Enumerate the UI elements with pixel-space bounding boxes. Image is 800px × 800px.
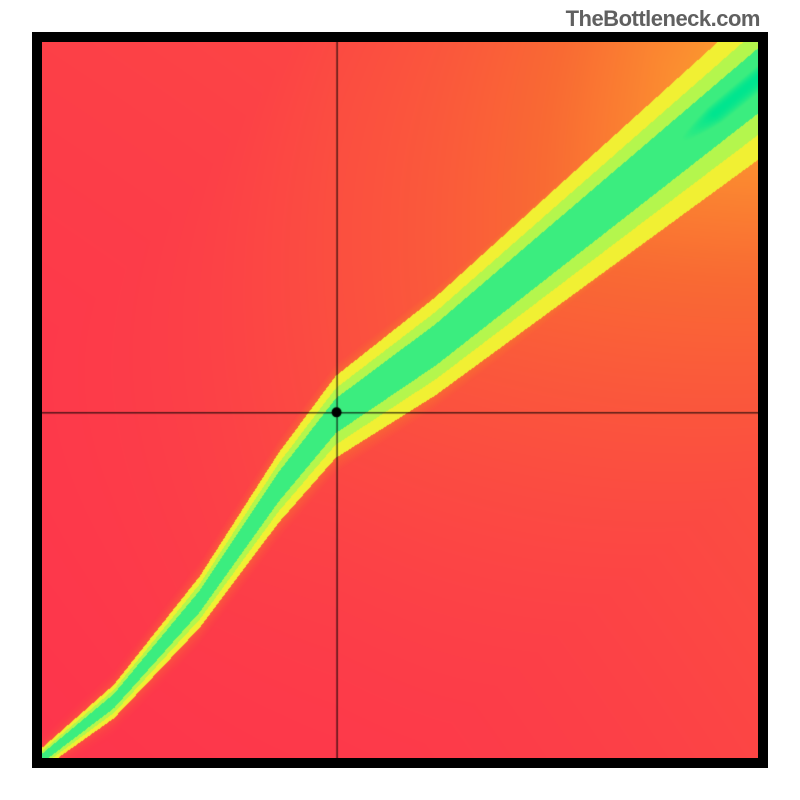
chart-canvas-wrap (42, 42, 758, 758)
heatmap-canvas (42, 42, 758, 758)
chart-container: TheBottleneck.com (0, 0, 800, 800)
watermark-text: TheBottleneck.com (566, 6, 760, 32)
